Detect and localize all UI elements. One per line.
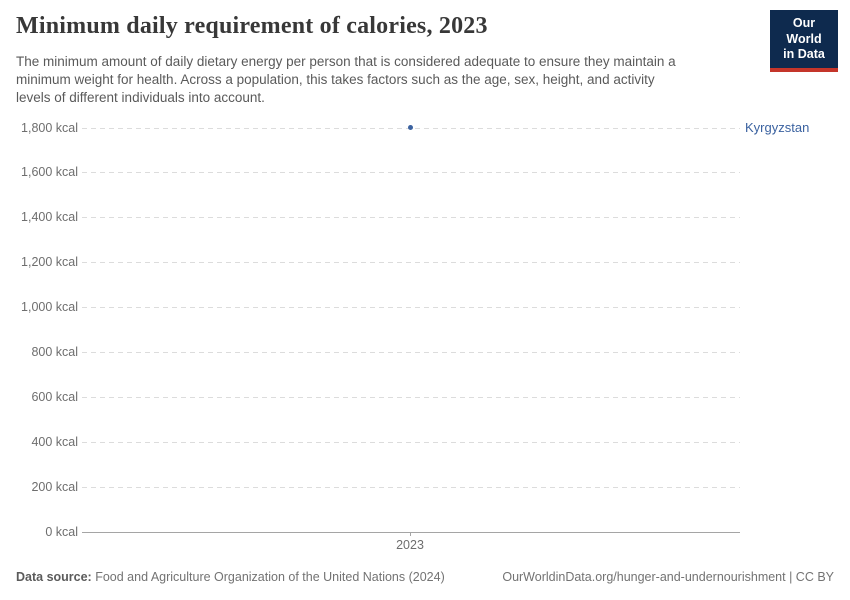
gridline [82,262,740,264]
y-axis-tick-label: 600 kcal [31,390,78,405]
data-source: Data source: Food and Agriculture Organi… [16,570,445,584]
gridline [82,307,740,309]
gridline [82,487,740,489]
data-source-label: Data source: [16,570,92,584]
chart-subtitle: The minimum amount of daily dietary ener… [16,53,756,107]
owid-logo-text-line1: Our World [786,16,822,46]
y-axis-tick-label: 1,000 kcal [21,300,78,315]
chart-subtitle-line: levels of different individuals into acc… [16,90,265,105]
y-axis-tick-label: 1,400 kcal [21,210,78,225]
data-source-text: Food and Agriculture Organization of the… [95,570,445,584]
footer-link[interactable]: OurWorldinData.org/hunger-and-undernouri… [502,570,834,584]
gridline [82,397,740,399]
data-point-kyrgyzstan[interactable] [407,125,413,130]
y-axis-tick-label: 1,200 kcal [21,255,78,270]
gridline [82,217,740,219]
gridline [82,442,740,444]
y-axis-tick-label: 0 kcal [45,525,78,539]
entity-label-kyrgyzstan[interactable]: Kyrgyzstan [745,119,810,135]
y-axis-tick-label: 1,600 kcal [21,165,78,180]
x-axis-line [82,532,740,533]
owid-logo[interactable]: Our World in Data [770,10,838,72]
chart-subtitle-line: minimum weight for health. Across a popu… [16,72,655,87]
x-axis-tick [410,532,411,536]
chart-subtitle-line: The minimum amount of daily dietary ener… [16,54,676,69]
chart-title: Minimum daily requirement of calories, 2… [16,13,488,39]
owid-logo-text-line2: in Data [783,47,825,62]
y-axis-tick-label: 400 kcal [31,435,78,450]
gridline [82,352,740,354]
x-axis-tick-label: 2023 [396,538,424,552]
y-axis-tick-label: 800 kcal [31,345,78,360]
gridline [82,172,740,174]
y-axis-tick-label: 1,800 kcal [21,120,78,135]
y-axis-tick-label: 200 kcal [31,480,78,495]
